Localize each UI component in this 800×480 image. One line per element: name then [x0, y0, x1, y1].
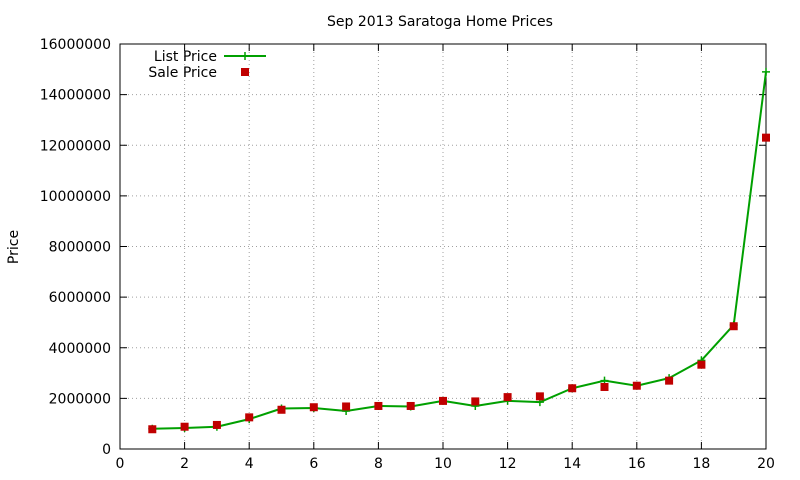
- sale-price-point: [374, 401, 383, 410]
- sale-price-point: [212, 420, 221, 429]
- sale-price-point: [600, 382, 609, 391]
- legend-label-list-price: List Price: [154, 49, 217, 65]
- axis-ticks: 0 2 4 6 8 10 12 14 16 18 20 0 2000000 4000000 6000000 8…: [40, 37, 775, 472]
- x-tick-label: 20: [757, 456, 775, 472]
- y-tick-label: 6000000: [49, 290, 111, 306]
- legend-marker-sale-price: [241, 68, 249, 76]
- y-tick-label: 16000000: [40, 37, 111, 53]
- sale-price-point: [277, 405, 286, 414]
- sale-price-point: [697, 360, 706, 369]
- x-tick-label: 6: [309, 456, 318, 472]
- list-price-point: [762, 67, 770, 76]
- x-tick-label: 16: [628, 456, 646, 472]
- chart-title: Sep 2013 Saratoga Home Prices: [327, 14, 553, 30]
- sale-price-point: [245, 413, 254, 422]
- list-price-line: [152, 71, 767, 430]
- sale-price-point: [439, 396, 447, 405]
- y-tick-label: 12000000: [40, 138, 111, 154]
- sale-price-point: [503, 393, 512, 402]
- sale-price-point: [471, 397, 480, 406]
- legend-marker-list-price: [241, 52, 249, 60]
- x-tick-label: 12: [499, 456, 517, 472]
- sale-price-point: [406, 401, 415, 410]
- x-tick-label: 0: [116, 456, 125, 472]
- series-sale-price: [148, 133, 770, 434]
- sale-price-point: [342, 402, 351, 411]
- sale-price-point: [148, 425, 157, 434]
- y-tick-label: 0: [102, 442, 111, 458]
- x-tick-label: 2: [180, 456, 189, 472]
- x-tick-label: 14: [563, 456, 581, 472]
- sale-price-point: [632, 381, 641, 390]
- sale-price-point: [309, 403, 318, 412]
- sale-price-point: [180, 422, 189, 431]
- y-axis-label: Price: [6, 230, 22, 264]
- y-tick-label: 14000000: [40, 88, 111, 104]
- y-tick-label: 2000000: [49, 391, 111, 407]
- sale-price-point: [762, 133, 770, 142]
- sale-price-point: [665, 376, 674, 385]
- sale-price-point: [535, 392, 544, 401]
- sale-price-point: [568, 384, 577, 393]
- x-tick-label: 8: [374, 456, 383, 472]
- series-layer: [148, 67, 770, 434]
- y-tick-label: 10000000: [40, 189, 111, 205]
- sale-price-point: [729, 322, 738, 331]
- legend-label-sale-price: Sale Price: [148, 65, 217, 81]
- x-tick-label: 10: [434, 456, 452, 472]
- x-tick-label: 4: [245, 456, 254, 472]
- y-tick-label: 8000000: [49, 240, 111, 256]
- x-tick-label: 18: [692, 456, 710, 472]
- y-tick-label: 4000000: [49, 341, 111, 357]
